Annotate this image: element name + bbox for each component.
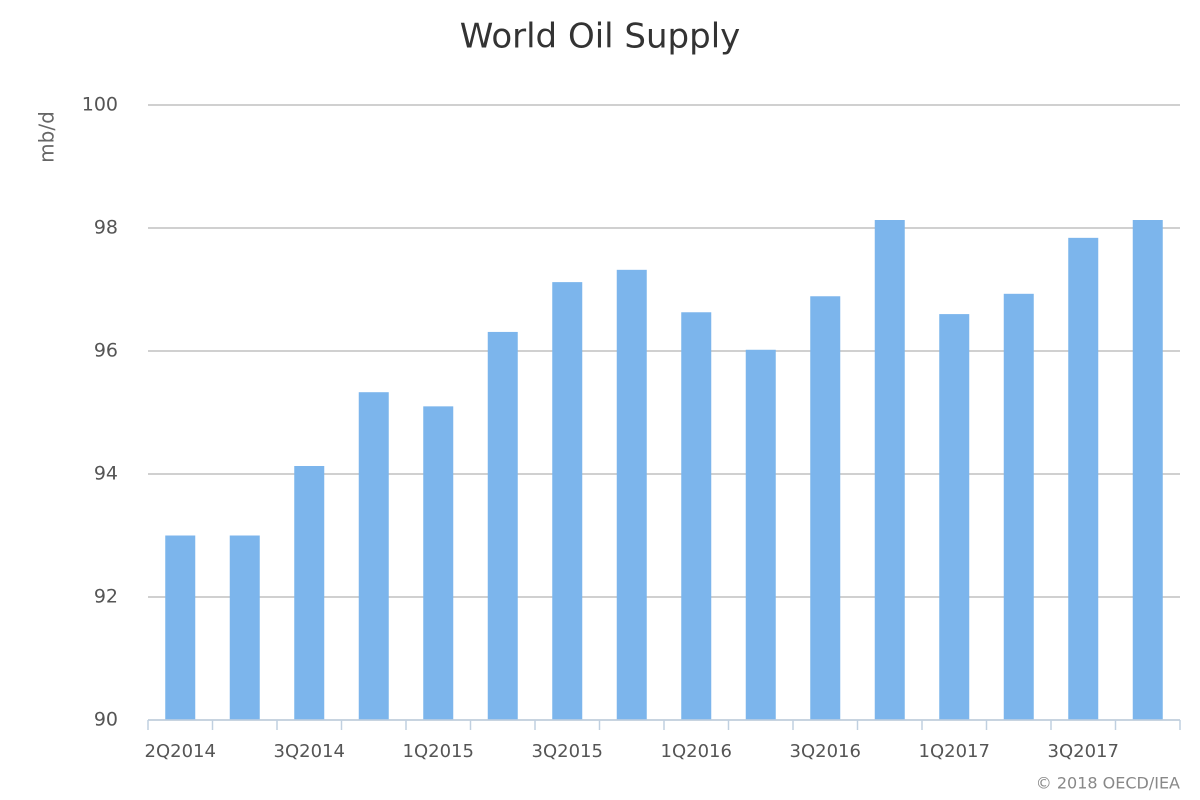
x-tick-label: 3Q2016 [790,741,861,762]
x-tick-label: 1Q2015 [403,741,474,762]
bar [810,296,841,720]
x-tick-label: 1Q2016 [661,741,732,762]
bar [681,312,712,720]
bar [423,406,454,720]
x-tick-label: 3Q2017 [1048,741,1119,762]
bar [358,392,389,720]
y-tick-label: 94 [94,463,118,485]
bar [1132,220,1163,720]
bar [616,269,647,720]
bar [745,349,776,720]
bar [487,331,518,720]
y-tick-label: 92 [94,586,118,608]
bar [229,535,260,720]
bar [294,466,325,720]
y-tick-label: 98 [94,217,118,239]
y-tick-label: 90 [94,709,118,731]
bar [939,314,970,720]
y-tick-label: 100 [82,94,118,116]
bar [1068,237,1099,720]
bar [1003,293,1034,720]
y-tick-label: 96 [94,340,118,362]
y-axis-label: mb/d [35,111,59,163]
source: © 2018 OECD/IEA [1036,774,1180,793]
bar [165,535,196,720]
x-tick-label: 2Q2014 [145,741,216,762]
x-tick-label: 3Q2014 [274,741,345,762]
chart-title: World Oil Supply [460,17,741,57]
x-tick-label: 3Q2015 [532,741,603,762]
x-tick-label: 1Q2017 [919,741,990,762]
bar [874,220,905,720]
bar [552,282,583,720]
